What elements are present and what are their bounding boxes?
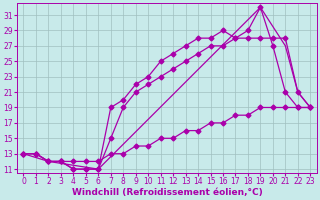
X-axis label: Windchill (Refroidissement éolien,°C): Windchill (Refroidissement éolien,°C) [72, 188, 262, 197]
